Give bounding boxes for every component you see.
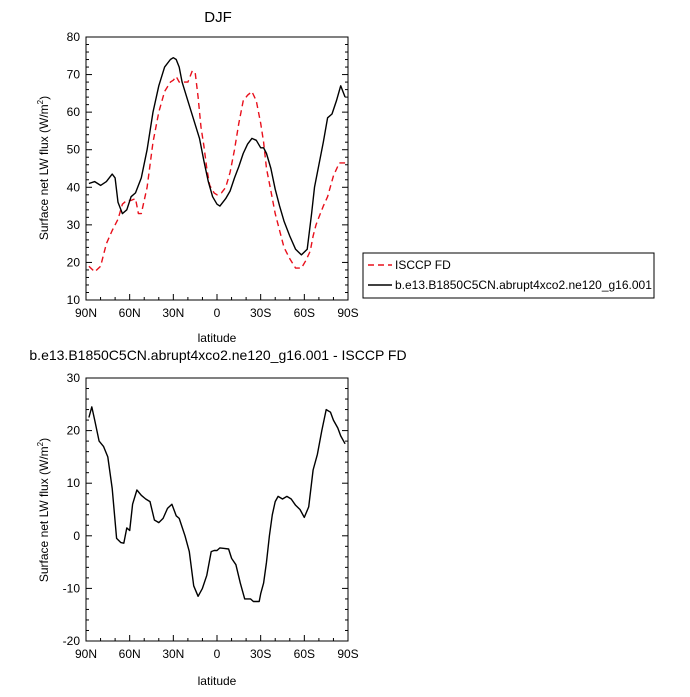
top-y-axis-label-close: )	[37, 96, 51, 100]
legend-entry-isccp: ISCCP FD	[395, 258, 451, 272]
top-x-tick-label: 0	[214, 306, 221, 320]
bottom-y-tick-label: -20	[63, 634, 81, 648]
bottom-chart-title: b.e13.B1850C5CN.abrupt4xco2.ne120_g16.00…	[29, 347, 406, 363]
top-series-layer	[88, 57, 346, 273]
bottom-y-axis-label-main: Surface net LW flux (W/m	[37, 446, 51, 582]
top-y-tick-label: 40	[67, 180, 81, 194]
top-y-axis-label-sup: 2	[36, 99, 45, 104]
bottom-panel: b.e13.B1850C5CN.abrupt4xco2.ne120_g16.00…	[29, 347, 406, 688]
top-y-tick-label: 80	[67, 30, 81, 44]
legend-box	[362, 252, 655, 299]
top-series-line-isccp	[88, 70, 346, 273]
bottom-y-tick-label: 30	[67, 371, 81, 385]
top-x-ticks: 90N 60N 30N 0 30S 60S 90S	[75, 294, 359, 320]
bottom-x-tick-label: 90S	[337, 647, 358, 661]
top-y-tick-label: 70	[67, 68, 81, 82]
bottom-y-tick-label: 0	[73, 529, 80, 543]
bottom-x-tick-label: 60N	[119, 647, 141, 661]
bottom-plot-frame	[85, 377, 349, 642]
top-chart-title: DJF	[204, 9, 232, 26]
bottom-y-tick-label: 20	[67, 424, 81, 438]
bottom-y-ticks: -20 -10 0 10 20 30	[63, 371, 348, 648]
top-series-line-model	[88, 57, 346, 256]
top-x-axis-label: latitude	[198, 331, 237, 345]
bottom-x-tick-label: 30N	[162, 647, 184, 661]
bottom-x-tick-label: 0	[214, 647, 221, 661]
top-x-tick-label: 90S	[337, 306, 358, 320]
top-y-ticks: 10 20 30 40 50 60 70 80	[67, 30, 348, 307]
top-x-tick-label: 30S	[250, 306, 271, 320]
top-y-tick-label: 20	[67, 255, 81, 269]
bottom-y-axis-label-close: )	[37, 438, 51, 442]
bottom-x-axis-label: latitude	[198, 674, 237, 688]
top-plot-frame	[85, 36, 349, 301]
bottom-series-line-model	[88, 406, 346, 603]
top-legend: ISCCP FD b.e13.B1850C5CN.abrupt4xco2.ne1…	[362, 252, 655, 299]
top-x-tick-label: 90N	[75, 306, 97, 320]
top-x-tick-label: 30N	[162, 306, 184, 320]
legend-entry-model: b.e13.B1850C5CN.abrupt4xco2.ne120_g16.00…	[395, 278, 652, 292]
top-x-tick-label: 60S	[294, 306, 315, 320]
top-y-tick-label: 30	[67, 218, 81, 232]
bottom-y-axis-label-sup: 2	[36, 441, 45, 446]
top-panel: DJF 90N 60N 30N 0 30S 60S 90S 10 20 30 40 50 60 70 80…	[36, 9, 655, 345]
top-x-tick-label: 60N	[119, 306, 141, 320]
top-y-axis-label-main: Surface net LW flux (W/m	[37, 104, 51, 240]
top-y-axis-label: Surface net LW flux (W/m2)	[36, 96, 51, 240]
bottom-x-tick-label: 90N	[75, 647, 97, 661]
bottom-series-layer	[88, 406, 346, 603]
bottom-y-axis-label: Surface net LW flux (W/m2)	[36, 438, 51, 582]
bottom-x-tick-label: 30S	[250, 647, 271, 661]
top-y-tick-label: 10	[67, 293, 81, 307]
bottom-x-tick-label: 60S	[294, 647, 315, 661]
bottom-x-ticks: 90N 60N 30N 0 30S 60S 90S	[75, 635, 359, 661]
top-y-tick-label: 60	[67, 105, 81, 119]
top-y-tick-label: 50	[67, 143, 81, 157]
bottom-y-tick-label: -10	[63, 581, 81, 595]
bottom-y-tick-label: 10	[67, 476, 81, 490]
